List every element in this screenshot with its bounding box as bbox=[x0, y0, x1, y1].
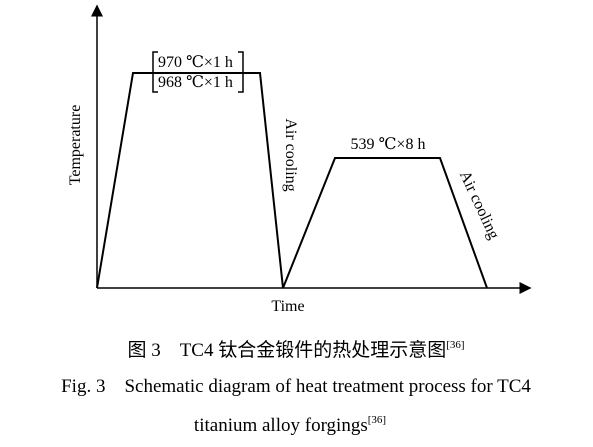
x-axis-label: Time bbox=[271, 298, 304, 315]
cooling-label: Air cooling bbox=[282, 118, 299, 191]
cooling-label: Air cooling bbox=[456, 168, 502, 242]
caption-ref: [36] bbox=[446, 339, 464, 351]
bracket bbox=[238, 51, 244, 93]
caption-cn: 图 3 TC4 钛合金锻件的热处理示意图[36] bbox=[127, 339, 464, 361]
step1-label: 970 ℃×1 h bbox=[158, 54, 233, 71]
caption-text: titanium alloy forgings bbox=[194, 415, 368, 436]
caption-en: Fig. 3 Schematic diagram of heat treatme… bbox=[61, 376, 531, 397]
caption-en: titanium alloy forgings[36] bbox=[194, 414, 386, 436]
caption-ref: [36] bbox=[368, 414, 386, 426]
step2-label: 539 ℃×8 h bbox=[351, 136, 426, 153]
caption-text: 图 3 TC4 钛合金锻件的热处理示意图 bbox=[127, 339, 446, 361]
y-axis-label: Temperature bbox=[67, 105, 84, 186]
bracket bbox=[152, 51, 158, 93]
process-curve bbox=[96, 72, 488, 289]
step1-label: 968 ℃×1 h bbox=[158, 74, 233, 91]
